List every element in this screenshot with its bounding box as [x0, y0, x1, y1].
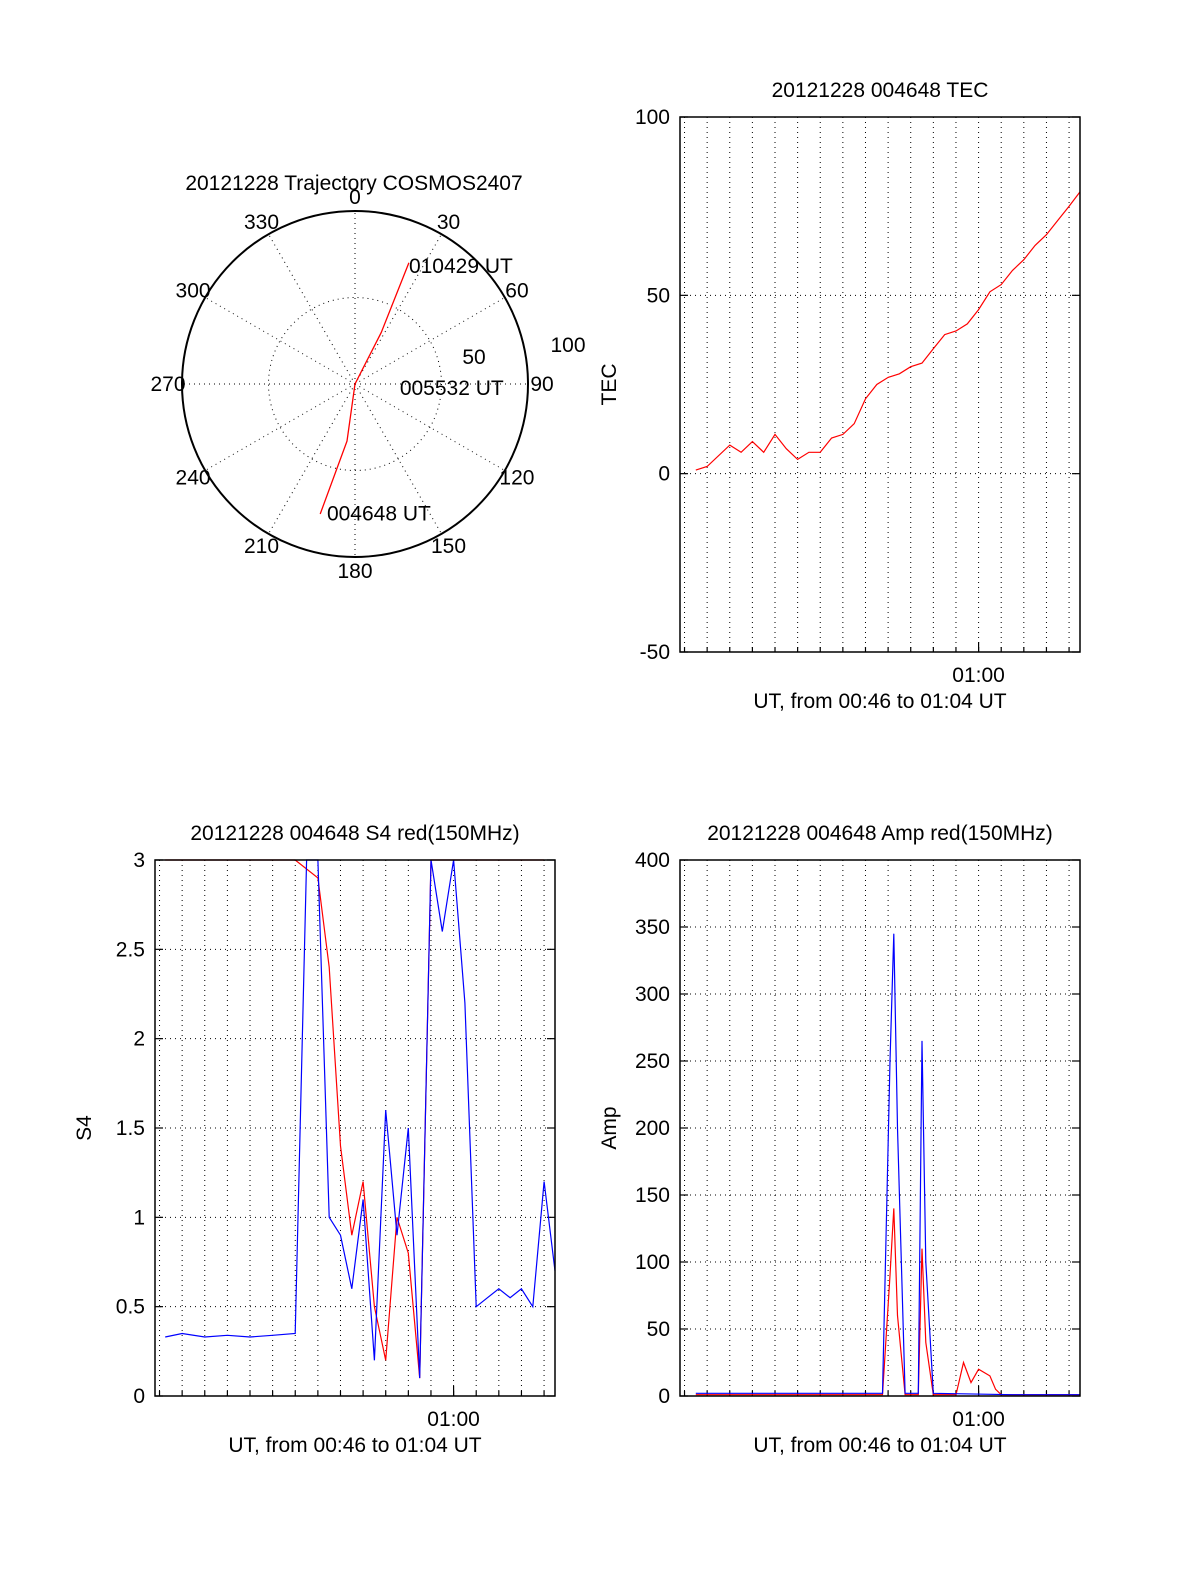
y-axis-label: S4: [73, 1115, 96, 1141]
y-tick-label: 1.5: [116, 1117, 145, 1140]
plot-frame: [154, 859, 556, 1397]
polar-radius-label: 50: [462, 346, 485, 369]
plot-frame: [679, 859, 1081, 1397]
y-tick-label: 0.5: [116, 1296, 145, 1319]
y-axis-label: Amp: [598, 1106, 621, 1149]
trajectory-time-label: 010429 UT: [409, 255, 513, 278]
trajectory-time-label: 004648 UT: [327, 502, 431, 525]
y-axis-label: TEC: [598, 364, 621, 406]
x-axis-label: UT, from 00:46 to 01:04 UT: [753, 1434, 1006, 1457]
polar-angle-label: 330: [244, 211, 279, 234]
y-tick-label: 2.5: [116, 938, 145, 961]
polar-angle-label: 30: [437, 211, 460, 234]
y-tick-label: 3: [133, 849, 145, 872]
data-series-1: [165, 859, 545, 1379]
tec-chart: -50 0 50 100 01:00 20121228 004648 TEC UT, fro…: [598, 79, 1081, 713]
y-tick-label: 200: [635, 1117, 670, 1140]
y-tick-label: 1: [133, 1206, 145, 1229]
polar-angle-label: 300: [176, 280, 211, 303]
y-tick-label: 250: [635, 1050, 670, 1073]
data-series-1: [695, 1208, 1080, 1396]
polar-angle-label: 240: [176, 467, 211, 490]
x-axis-label: UT, from 00:46 to 01:04 UT: [228, 1434, 481, 1457]
polar-spoke: [268, 233, 356, 385]
y-tick-label: 400: [635, 849, 670, 872]
y-tick-label: 0: [658, 1385, 670, 1408]
trajectory-chart-title: 20121228 Trajectory COSMOS2407: [185, 172, 522, 195]
x-tick-label: 01:00: [427, 1408, 480, 1431]
data-series-1: [695, 191, 1081, 471]
polar-angle-label: 210: [244, 535, 279, 558]
x-tick-label: 01:00: [952, 1408, 1005, 1431]
chart-title: 20121228 004648 TEC: [772, 79, 989, 102]
y-tick-label: 50: [647, 1318, 670, 1341]
trajectory-line: [319, 262, 410, 515]
y-tick-label: -50: [640, 641, 670, 664]
polar-grid-circle: [268, 297, 442, 471]
y-tick-label: 350: [635, 916, 670, 939]
polar-outer-circle: [181, 210, 529, 558]
data-series-2: [695, 933, 1080, 1396]
chart-title: 20121228 004648 S4 red(150MHz): [190, 822, 519, 845]
x-tick-label: 01:00: [952, 664, 1005, 687]
s4-chart: 0 0.5 1 1.5 2 2.5 3 01:00 20121228 004648 S4 red…: [73, 822, 556, 1457]
y-tick-label: 300: [635, 983, 670, 1006]
polar-angle-label: 60: [505, 280, 528, 303]
polar-spoke: [204, 383, 356, 471]
trajectory-time-label: 005532 UT: [400, 377, 504, 400]
polar-spoke: [204, 297, 356, 385]
y-tick-label: 0: [658, 463, 670, 486]
polar-angle-label: 270: [150, 373, 185, 396]
y-tick-label: 50: [647, 284, 670, 307]
y-tick-label: 100: [635, 1251, 670, 1274]
data-series-2: [165, 859, 556, 1379]
polar-angle-label: 120: [499, 467, 534, 490]
y-tick-label: 2: [133, 1028, 145, 1051]
plot-frame: [679, 116, 1081, 653]
y-tick-label: 150: [635, 1184, 670, 1207]
amp-chart: 0 50 100 150 200 250 300 350 400 01:00 20121228 00…: [598, 822, 1081, 1457]
chart-title: 20121228 004648 Amp red(150MHz): [707, 822, 1053, 845]
polar-angle-label: 90: [530, 373, 553, 396]
polar-radius-label: 100: [550, 334, 585, 357]
x-axis-label: UT, from 00:46 to 01:04 UT: [753, 690, 1006, 713]
polar-angle-label: 180: [337, 560, 372, 583]
y-tick-label: 0: [133, 1385, 145, 1408]
polar-angle-label: 0: [349, 186, 361, 209]
y-tick-label: 100: [635, 106, 670, 129]
polar-angle-label: 150: [431, 535, 466, 558]
